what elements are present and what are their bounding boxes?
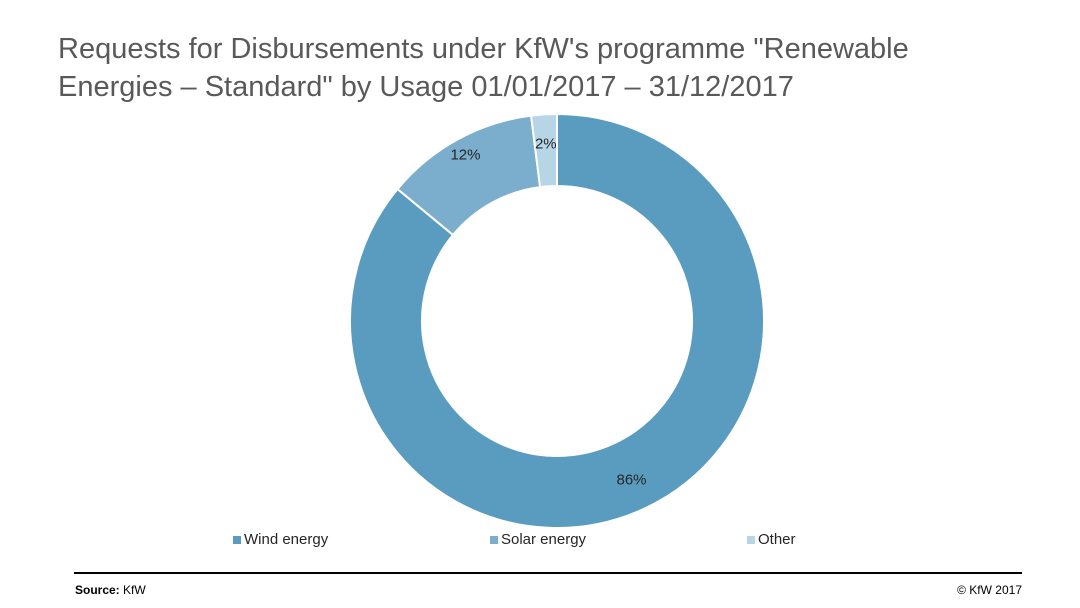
copyright-note: © KfW 2017 bbox=[957, 583, 1022, 597]
legend-label-wind-energy: Wind energy bbox=[244, 531, 329, 548]
legend-item-other: Other bbox=[747, 531, 796, 548]
source-value: KfW bbox=[123, 583, 146, 597]
source-label: Source: bbox=[75, 583, 120, 597]
footer-divider bbox=[74, 572, 1022, 574]
donut-slice-other bbox=[529, 112, 558, 189]
donut-slice-wind-energy bbox=[349, 112, 765, 529]
data-label-wind-energy: 86% bbox=[616, 471, 646, 488]
legend-item-wind-energy: Wind energy bbox=[233, 531, 328, 548]
legend-item-solar-energy: Solar energy bbox=[490, 531, 586, 548]
legend-swatch-other bbox=[747, 535, 755, 544]
legend-label-solar-energy: Solar energy bbox=[501, 531, 587, 548]
data-label-other: 2% bbox=[535, 135, 557, 152]
data-label-solar-energy: 12% bbox=[450, 147, 480, 164]
legend-label-other: Other bbox=[758, 531, 796, 548]
chart-title: Requests for Disbursements under KfW's p… bbox=[58, 30, 1048, 106]
chart-title-line-2: Energies – Standard" by Usage 01/01/2017… bbox=[58, 71, 794, 103]
source-note: Source: KfW bbox=[75, 583, 146, 597]
chart-title-line-1: Requests for Disbursements under KfW's p… bbox=[58, 33, 909, 65]
legend-swatch-solar-energy bbox=[490, 535, 498, 544]
legend-swatch-wind-energy bbox=[233, 535, 241, 544]
